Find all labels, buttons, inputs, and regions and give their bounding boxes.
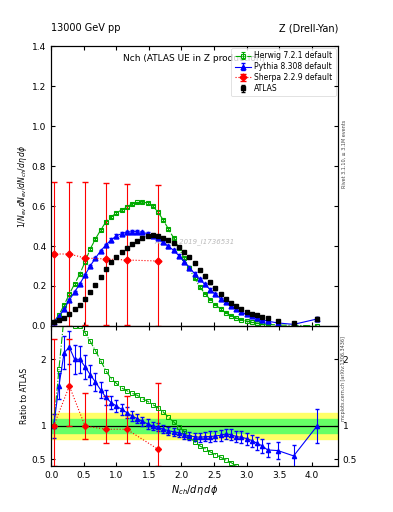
- Text: Z (Drell-Yan): Z (Drell-Yan): [279, 23, 338, 33]
- Text: Rivet 3.1.10, ≥ 3.1M events: Rivet 3.1.10, ≥ 3.1M events: [342, 119, 346, 188]
- X-axis label: $N_{ch}/d\eta\,d\phi$: $N_{ch}/d\eta\,d\phi$: [171, 482, 218, 497]
- Text: mcplots.cern.ch [arXiv:1306.3436]: mcplots.cern.ch [arXiv:1306.3436]: [342, 336, 346, 421]
- Bar: [51, 413, 338, 439]
- Text: 13000 GeV pp: 13000 GeV pp: [51, 23, 121, 33]
- Text: ATLAS_2019_I1736531: ATLAS_2019_I1736531: [154, 239, 235, 245]
- Legend: Herwig 7.2.1 default, Pythia 8.308 default, Sherpa 2.2.9 default, ATLAS: Herwig 7.2.1 default, Pythia 8.308 defau…: [231, 48, 336, 96]
- Bar: [51, 419, 338, 433]
- Y-axis label: $1/N_{ev}\,dN_{ev}/dN_{ch}/d\eta\,d\phi$: $1/N_{ev}\,dN_{ev}/dN_{ch}/d\eta\,d\phi$: [16, 144, 29, 227]
- Text: Nch (ATLAS UE in Z production): Nch (ATLAS UE in Z production): [123, 54, 266, 63]
- Y-axis label: Ratio to ATLAS: Ratio to ATLAS: [20, 368, 29, 424]
